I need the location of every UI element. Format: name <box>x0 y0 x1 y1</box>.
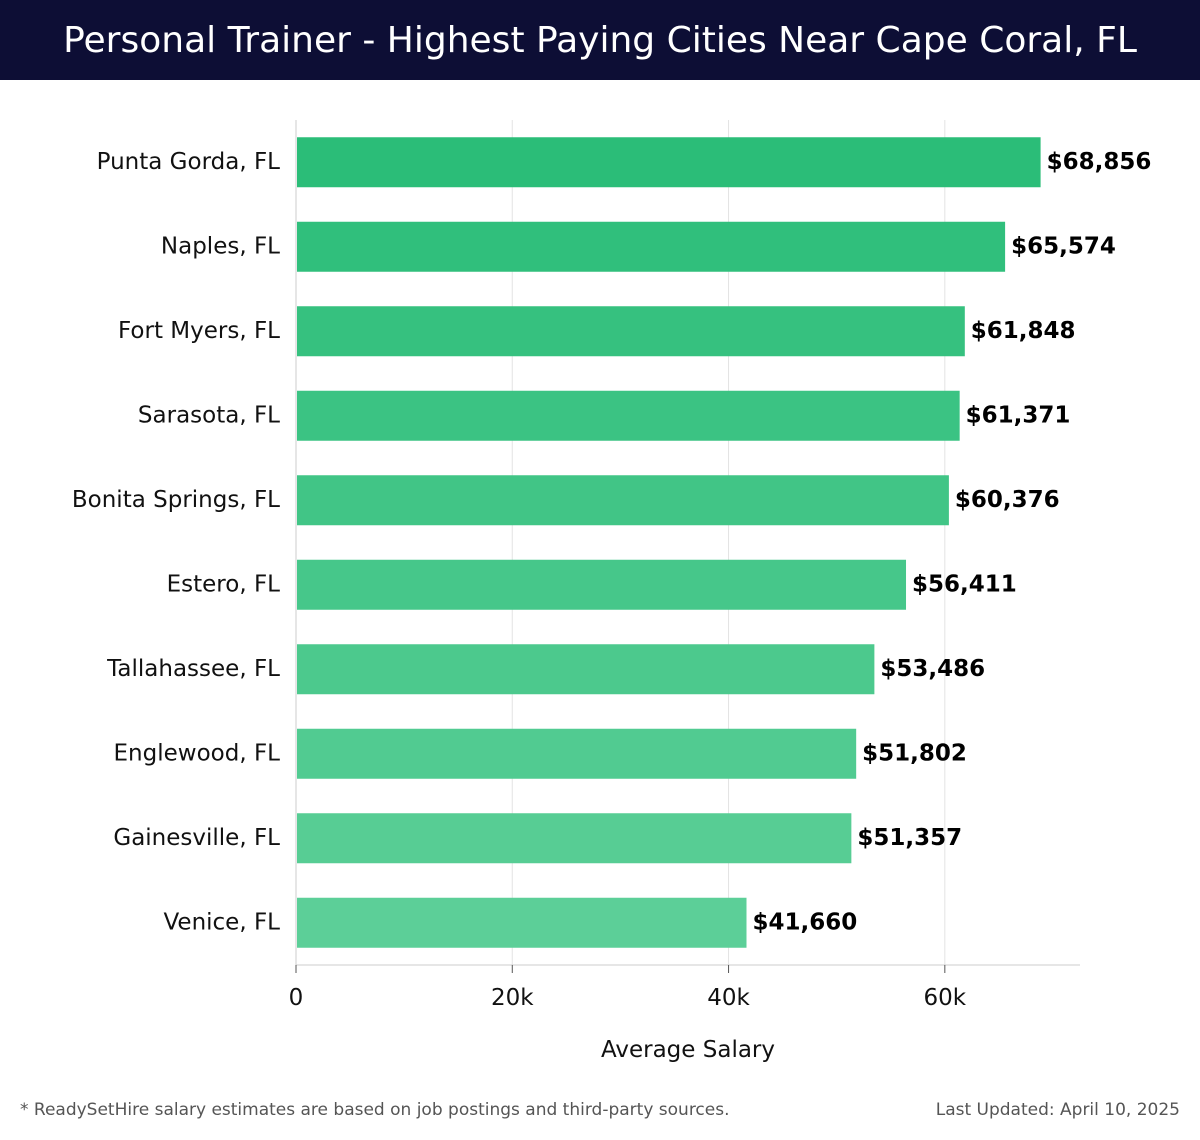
value-label: $65,574 <box>1011 233 1116 259</box>
x-tick-label: 40k <box>707 985 750 1011</box>
x-axis-title: Average Salary <box>601 1037 775 1063</box>
x-tick-label: 20k <box>491 985 534 1011</box>
category-label: Fort Myers, FL <box>118 318 280 344</box>
bar <box>297 475 949 526</box>
value-label: $51,357 <box>857 825 962 851</box>
bar <box>297 306 965 357</box>
category-label: Naples, FL <box>161 233 280 259</box>
category-label: Tallahassee, FL <box>106 656 280 682</box>
value-label: $53,486 <box>880 656 985 682</box>
title-bar: Personal Trainer - Highest Paying Cities… <box>0 0 1200 80</box>
bar <box>297 644 875 695</box>
x-tick-label: 0 <box>289 985 304 1011</box>
value-label: $61,848 <box>971 318 1076 344</box>
value-label: $60,376 <box>955 487 1060 513</box>
category-label: Englewood, FL <box>114 740 281 766</box>
value-label: $51,802 <box>862 740 967 766</box>
bar <box>297 559 907 610</box>
category-label: Bonita Springs, FL <box>72 487 280 513</box>
bar <box>297 728 857 779</box>
value-label: $68,856 <box>1047 149 1152 175</box>
value-label: $61,371 <box>966 402 1071 428</box>
category-label: Punta Gorda, FL <box>97 149 281 175</box>
last-updated: Last Updated: April 10, 2025 <box>935 1100 1180 1120</box>
bar <box>297 813 852 864</box>
category-label: Venice, FL <box>163 909 280 935</box>
value-label: $41,660 <box>753 909 858 935</box>
bar <box>297 221 1006 272</box>
footer-note: * ReadySetHire salary estimates are base… <box>20 1100 730 1120</box>
value-label: $56,411 <box>912 571 1017 597</box>
bar <box>297 897 747 948</box>
category-label: Sarasota, FL <box>138 402 280 428</box>
bar <box>297 390 960 441</box>
category-label: Gainesville, FL <box>113 825 280 851</box>
bar-chart: Punta Gorda, FL $68,856 Naples, FL $65,574 F… <box>72 120 1152 1063</box>
bar <box>297 137 1041 188</box>
x-tick-label: 60k <box>924 985 967 1011</box>
chart-title: Personal Trainer - Highest Paying Cities… <box>63 19 1137 61</box>
category-label: Estero, FL <box>167 571 281 597</box>
